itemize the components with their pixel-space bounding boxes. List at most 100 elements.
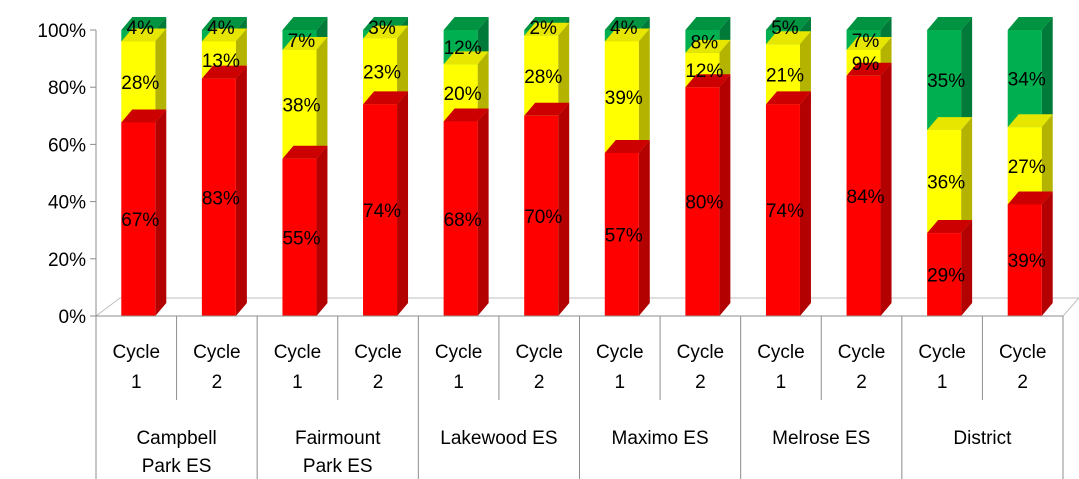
x-category-label: Cycle <box>435 342 483 363</box>
x-category-label: 2 <box>373 372 384 393</box>
bar-segment-red <box>765 91 811 316</box>
bar-segment-yellow <box>121 28 167 123</box>
x-category-label: Cycle <box>918 342 966 363</box>
x-category-label: Cycle <box>677 342 725 363</box>
bar-front-face <box>1007 204 1042 316</box>
bar-side-face <box>880 62 892 317</box>
y-tick-label: 100% <box>37 21 86 42</box>
data-label: 35% <box>927 71 965 92</box>
data-label: 4% <box>207 18 235 39</box>
bar-segment-red <box>685 74 731 316</box>
bar-side-face <box>558 22 570 116</box>
bar-top-face <box>282 145 328 159</box>
bar-side-face <box>155 28 167 123</box>
bar-segment-red <box>927 220 973 316</box>
bar-side-face <box>1041 191 1053 316</box>
data-label: 74% <box>363 201 401 222</box>
bar-segment-red <box>363 91 409 316</box>
data-label: 28% <box>524 67 562 88</box>
bar-top-face <box>1007 191 1053 205</box>
bar-front-face <box>685 87 720 316</box>
bar-top-face <box>685 17 731 30</box>
data-label: 39% <box>605 88 643 109</box>
bar-front-face <box>604 41 639 153</box>
bar-front-face <box>1007 30 1042 128</box>
bar-side-face <box>799 31 811 105</box>
x-category-label: Cycle <box>113 342 161 363</box>
x-group-label: Campbell <box>136 428 216 449</box>
bar-front-face <box>927 233 962 316</box>
bar-top-face <box>201 17 247 30</box>
x-category-label: 2 <box>1017 372 1028 393</box>
x-axis: Cycle 1 Cycle 2 Campbell Park ES Cycle 1 Cycle 2 F… <box>95 315 1064 479</box>
bar-segment-green <box>1007 17 1053 128</box>
data-label: 34% <box>1008 70 1046 91</box>
data-label: 84% <box>847 187 885 208</box>
data-label: 12% <box>685 61 723 82</box>
bar-segment-red <box>524 102 570 316</box>
bar-side-face <box>1041 17 1053 128</box>
bar-top-face <box>685 74 731 88</box>
bar-top-face <box>927 220 973 234</box>
bar-top-face <box>121 109 167 123</box>
bar-top-face <box>846 37 892 51</box>
bar-side-face <box>961 117 973 234</box>
data-label: 23% <box>363 62 401 83</box>
data-label: 21% <box>766 65 804 86</box>
data-label: 28% <box>121 73 159 94</box>
bar-top-face <box>765 91 811 105</box>
bar-front-face <box>604 152 639 316</box>
bar-segment-red <box>121 109 167 316</box>
data-labels: 67% 28% 4% 83% 13% 4% 55% 38% 7% 74% 23% 3% 68% 20% 12… <box>121 18 1046 287</box>
x-category-label: Cycle <box>274 342 322 363</box>
bar-side-face <box>397 25 409 105</box>
x-category-label: 2 <box>212 372 223 393</box>
bar-top-face <box>846 62 892 76</box>
x-category-label: 2 <box>695 372 706 393</box>
bar-segment-yellow <box>927 117 973 234</box>
bar-top-face <box>363 91 409 105</box>
bar-top-face <box>282 37 328 51</box>
bar-segment-yellow <box>1007 114 1053 205</box>
bar-front-face <box>121 122 156 316</box>
bar-front-face <box>282 158 317 316</box>
data-label: 38% <box>282 95 320 116</box>
bar-top-face <box>604 28 650 42</box>
bar-side-face <box>719 74 731 316</box>
data-label: 55% <box>282 228 320 249</box>
x-category-label: 2 <box>856 372 867 393</box>
data-label: 67% <box>121 210 159 231</box>
bar-front-face <box>846 75 881 316</box>
data-label: 7% <box>288 31 316 52</box>
bar-segment-yellow <box>524 22 570 116</box>
bar-top-face <box>443 108 489 122</box>
y-tick-label: 60% <box>48 135 86 156</box>
bar-side-face <box>235 65 247 317</box>
bar-top-face <box>282 17 328 30</box>
bar-top-face <box>1007 114 1053 128</box>
data-label: 68% <box>444 210 482 231</box>
x-category-label: 1 <box>453 372 464 393</box>
bar-side-face <box>477 51 489 122</box>
bar-segment-yellow <box>282 37 328 159</box>
bar-top-face <box>363 25 409 39</box>
bar-front-face <box>765 104 800 316</box>
bar-side-face <box>316 37 328 159</box>
bar-top-face <box>846 17 892 30</box>
bar-front-face <box>363 104 398 316</box>
x-group-label: Lakewood ES <box>440 428 557 449</box>
data-label: 13% <box>202 51 240 72</box>
bar-front-face <box>282 50 317 159</box>
x-group-label: Melrose ES <box>772 428 870 449</box>
bar-segment-red <box>1007 191 1053 316</box>
bar-top-face <box>685 39 731 53</box>
data-label: 4% <box>127 18 155 39</box>
bar-front-face <box>201 78 236 317</box>
data-label: 9% <box>852 54 880 75</box>
data-label: 3% <box>368 18 396 39</box>
bar-side-face <box>477 108 489 317</box>
y-tick-label: 20% <box>48 250 86 271</box>
bar-top-face <box>765 17 811 30</box>
bar-side-face <box>961 17 973 131</box>
